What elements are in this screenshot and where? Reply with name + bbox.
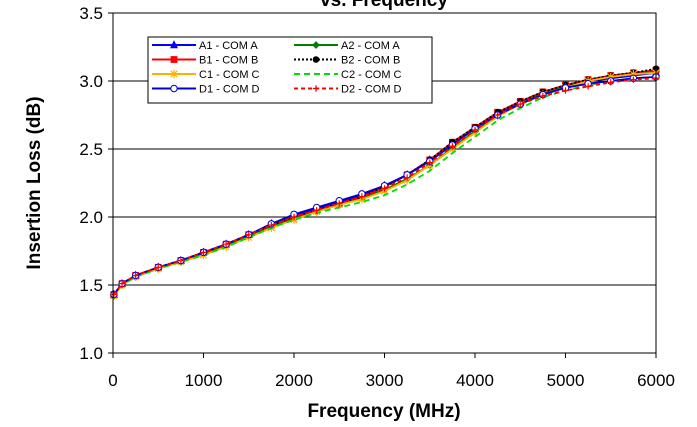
legend-label: D1 - COM D bbox=[199, 84, 260, 96]
data-point bbox=[222, 241, 230, 248]
legend-label: D2 - COM D bbox=[341, 84, 402, 96]
data-point bbox=[562, 87, 569, 94]
series-7 bbox=[110, 75, 660, 298]
data-point bbox=[200, 249, 207, 256]
legend: A1 - COM A A2 - COM A B1 - COM B B2 - COM B… bbox=[147, 36, 433, 104]
y-tick-label: 3.5 bbox=[79, 4, 103, 23]
legend-marker bbox=[312, 85, 320, 92]
data-point bbox=[381, 185, 388, 192]
y-axis-label: Insertion Loss (dB) bbox=[24, 96, 45, 269]
legend-label: C2 - COM C bbox=[341, 69, 402, 81]
legend-label: A2 - COM A bbox=[341, 40, 400, 52]
data-point bbox=[245, 231, 252, 238]
data-point bbox=[630, 76, 637, 83]
y-tick-label: 1.5 bbox=[79, 276, 103, 295]
data-point bbox=[268, 221, 275, 229]
data-point bbox=[584, 83, 592, 90]
legend-label: A1 - COM A bbox=[199, 40, 258, 52]
data-point bbox=[403, 174, 411, 181]
data-point bbox=[426, 159, 433, 166]
data-point bbox=[539, 92, 547, 100]
x-tick-label: 3000 bbox=[366, 371, 404, 390]
y-tick-label: 3.0 bbox=[79, 72, 103, 91]
series-line bbox=[113, 76, 657, 297]
legend-marker bbox=[170, 69, 178, 79]
x-tick-label: 0 bbox=[108, 371, 117, 390]
data-point bbox=[471, 126, 479, 134]
data-point bbox=[155, 264, 162, 271]
data-point bbox=[132, 272, 139, 279]
x-tick-label: 6000 bbox=[637, 371, 675, 390]
y-tick-label: 2.0 bbox=[79, 208, 103, 227]
data-point bbox=[177, 257, 185, 264]
legend-marker bbox=[312, 41, 320, 49]
series-5 bbox=[113, 76, 657, 297]
x-tick-label: 5000 bbox=[547, 371, 585, 390]
axis-layer: 1.0 1.5 2.0 2.5 3.0 3.5 0 1000 2000 3000 4000 5000 6… bbox=[79, 4, 675, 390]
x-tick-label: 4000 bbox=[456, 371, 494, 390]
data-point bbox=[118, 280, 126, 287]
legend-marker bbox=[170, 84, 178, 93]
data-point bbox=[336, 200, 343, 207]
series-line bbox=[113, 77, 657, 296]
y-tick-label: 1.0 bbox=[79, 344, 103, 363]
data-point bbox=[358, 193, 366, 200]
data-point bbox=[607, 79, 614, 86]
x-tick-label: 1000 bbox=[185, 371, 223, 390]
data-point bbox=[494, 111, 501, 119]
legend-marker bbox=[169, 40, 179, 49]
legend-label: B1 - COM B bbox=[199, 55, 258, 67]
legend-marker bbox=[312, 56, 320, 63]
x-axis-label: Frequency (MHz) bbox=[307, 401, 460, 422]
data-point bbox=[449, 143, 456, 150]
series-line bbox=[113, 76, 657, 296]
data-point bbox=[517, 100, 524, 108]
legend-label: B2 - COM B bbox=[341, 55, 400, 67]
legend-label: C1 - COM C bbox=[199, 69, 260, 81]
y-tick-label: 2.5 bbox=[79, 140, 103, 159]
data-point bbox=[110, 291, 118, 298]
chart-title: vs. Frequency bbox=[320, 0, 448, 11]
x-tick-label: 2000 bbox=[275, 371, 313, 390]
legend-box bbox=[147, 36, 433, 104]
data-point bbox=[313, 207, 320, 214]
legend-marker bbox=[170, 56, 178, 63]
data-point bbox=[290, 213, 298, 221]
